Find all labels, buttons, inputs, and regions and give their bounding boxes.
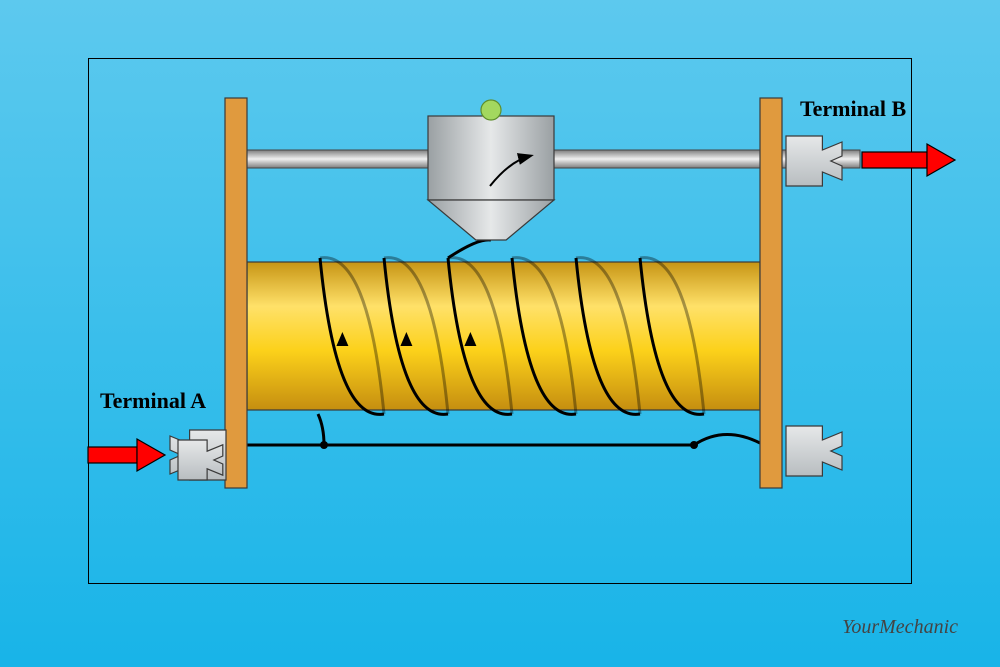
metal-box	[428, 100, 554, 240]
diagram-canvas: Terminal A Terminal B YourMechanic	[0, 0, 1000, 667]
bottom-wire	[247, 414, 760, 445]
terminal-a-arrow-icon	[88, 439, 165, 471]
watermark-text: YourMechanic	[842, 616, 958, 639]
wire-coil-to-box	[448, 240, 491, 258]
terminal-b-arrow-icon	[862, 144, 955, 176]
terminal-a-label: Terminal A	[100, 388, 206, 414]
support-left	[225, 98, 247, 488]
terminal-b-label: Terminal B	[800, 96, 906, 122]
wire-node-left	[320, 441, 328, 449]
indicator-dot	[481, 100, 501, 120]
wire-node-right	[690, 441, 698, 449]
support-right	[760, 98, 782, 488]
